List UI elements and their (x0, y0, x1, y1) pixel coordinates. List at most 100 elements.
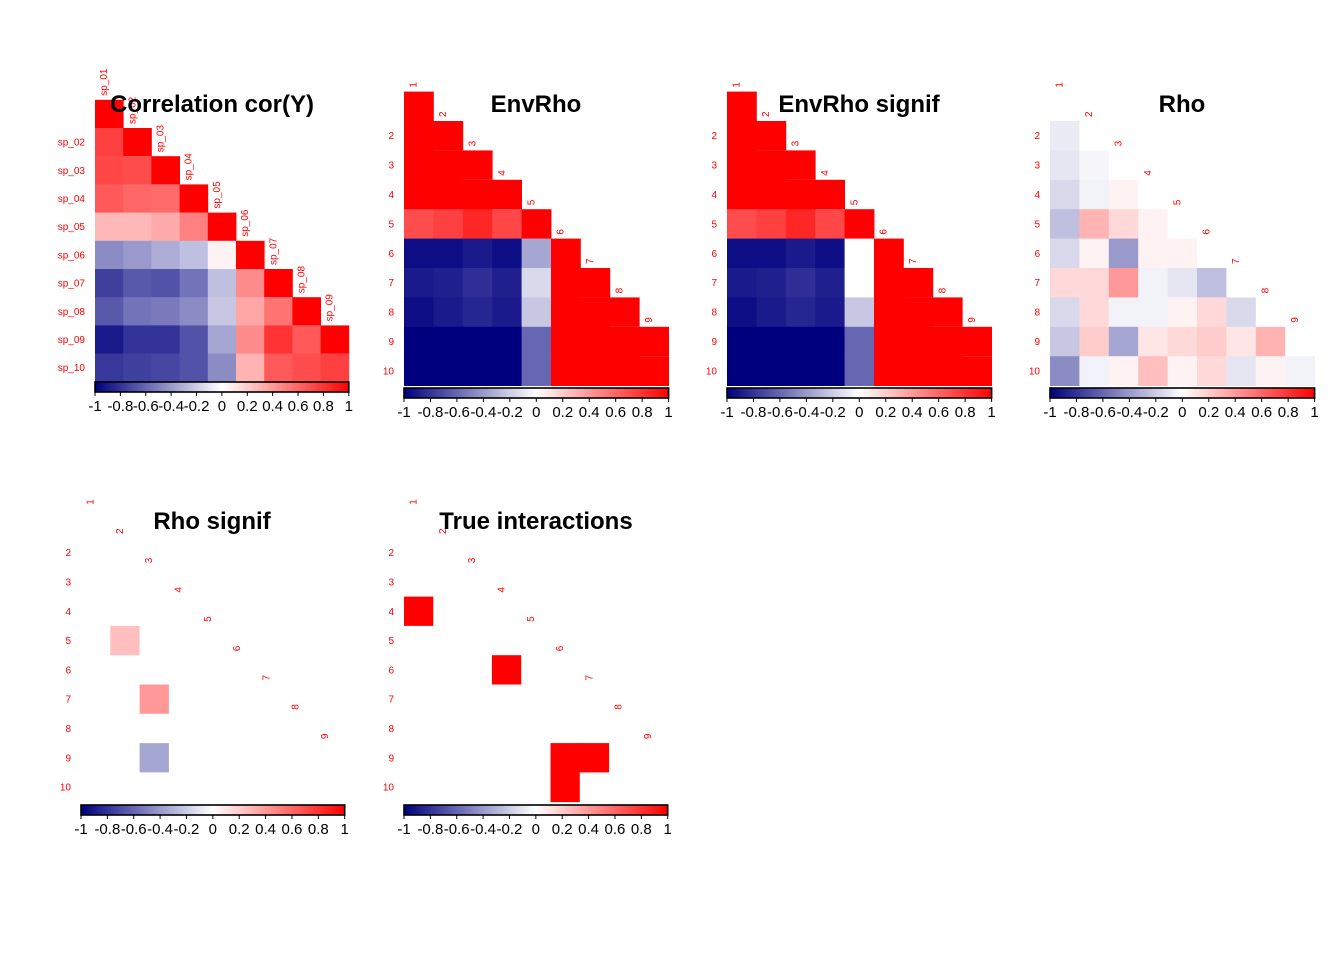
heatmap-cell (139, 596, 170, 627)
heatmap-cell (492, 297, 522, 328)
heatmap-cell (236, 353, 265, 383)
column-label: 2 (115, 528, 126, 534)
heatmap-cell (815, 209, 845, 239)
diagonal-cell (256, 684, 287, 714)
heatmap-cell (491, 655, 522, 685)
heatmap-cell (932, 326, 963, 357)
row-label: 9 (388, 337, 394, 348)
heatmap-cell (1138, 356, 1168, 386)
heatmap-cell (785, 326, 816, 357)
heatmap-cell (168, 743, 199, 773)
heatmap-cell (110, 567, 140, 597)
heatmap-cell (491, 625, 522, 656)
heatmap-cell (286, 772, 316, 803)
colorbar-tick-label: -0.4 (147, 821, 173, 838)
column-label: 2 (438, 111, 449, 117)
colorbar-tick-label: 0.4 (262, 398, 283, 415)
diagonal-cell (844, 209, 875, 239)
heatmap-cell (521, 772, 551, 803)
heatmap-cell (580, 297, 611, 328)
column-label: 8 (291, 704, 302, 710)
heatmap-cell (462, 772, 493, 803)
row-label: 5 (388, 219, 394, 230)
diagonal-cell (639, 326, 669, 357)
colorbar-tick-label: -0.6 (444, 404, 470, 421)
heatmap-cell (81, 772, 111, 803)
diagonal-cell (433, 538, 463, 568)
heatmap-cell (874, 297, 904, 328)
heatmap-cell (139, 772, 170, 803)
heatmap-cell (256, 713, 287, 744)
heatmap-cell (110, 684, 140, 715)
heatmap-cell (727, 297, 757, 328)
heatmap-cell (491, 684, 522, 715)
column-label: 4 (497, 587, 508, 593)
heatmap-cell (815, 356, 845, 386)
heatmap-cell (95, 156, 124, 185)
heatmap-cell (1285, 356, 1315, 386)
heatmap-cell (1108, 238, 1139, 269)
colorbar (403, 804, 669, 816)
heatmap-cell (123, 184, 152, 213)
heatmap-cell (179, 353, 209, 383)
column-label: 4 (820, 170, 831, 176)
heatmap-cell (551, 268, 581, 298)
row-label: 5 (1034, 219, 1040, 230)
heatmap-cell (123, 240, 152, 270)
heatmap-cell (1167, 297, 1198, 328)
colorbar-tick-label: 0.8 (632, 404, 653, 421)
heatmap-cell (95, 184, 124, 213)
heatmap-cell (903, 297, 934, 328)
column-label: 8 (615, 287, 626, 293)
colorbar-tick-label: -0.6 (444, 821, 470, 838)
column-label: 7 (584, 675, 595, 681)
heatmap-cell (1226, 297, 1257, 328)
diagonal-cell (609, 297, 640, 327)
row-label: 2 (388, 131, 394, 142)
colorbar-tick-label: -1 (397, 404, 410, 421)
heatmap-cell (492, 268, 522, 298)
colorbar-tick-label: 1 (987, 404, 995, 421)
heatmap-cell (179, 240, 209, 270)
heatmap-cell (179, 325, 209, 354)
row-label: 4 (388, 607, 394, 618)
heatmap-cell (521, 268, 552, 298)
heatmap-cell (404, 121, 434, 151)
heatmap-cell (1138, 326, 1168, 357)
diagonal-cell (95, 99, 124, 128)
row-label: 5 (388, 636, 394, 647)
heatmap-cell (1079, 297, 1110, 328)
heatmap-cell (404, 326, 434, 357)
heatmap-cell (81, 567, 111, 597)
heatmap-cell (95, 240, 124, 270)
diagonal-cell (1285, 326, 1315, 357)
diagonal-cell (433, 121, 464, 151)
column-label: 9 (1290, 317, 1301, 323)
heatmap-cell (1108, 356, 1139, 386)
colorbar-tick-label: -0.2 (184, 398, 210, 415)
diagonal-cell (151, 156, 180, 185)
heatmap-cell (551, 356, 581, 386)
heatmap-cell (433, 743, 463, 773)
heatmap-cell (580, 356, 611, 386)
heatmap-cell (227, 772, 258, 803)
row-label: 8 (388, 724, 394, 735)
heatmap-cell (932, 356, 963, 386)
column-label: 6 (555, 645, 566, 651)
row-label: 10 (706, 366, 718, 377)
row-label: sp_07 (58, 279, 86, 290)
diagonal-cell (1226, 268, 1257, 298)
heatmap-cell (492, 238, 522, 269)
heatmap-cell (151, 297, 180, 326)
heatmap-cell (462, 209, 493, 239)
heatmap-cell (785, 297, 816, 328)
heatmap-cell (110, 625, 140, 656)
colorbar-tick-label: -0.6 (1090, 404, 1116, 421)
heatmap-cell (903, 326, 934, 357)
colorbar-tick-label: 0.4 (578, 821, 599, 838)
colorbar-tick-label: -0.2 (1143, 404, 1169, 421)
diagonal-cell (404, 91, 434, 121)
